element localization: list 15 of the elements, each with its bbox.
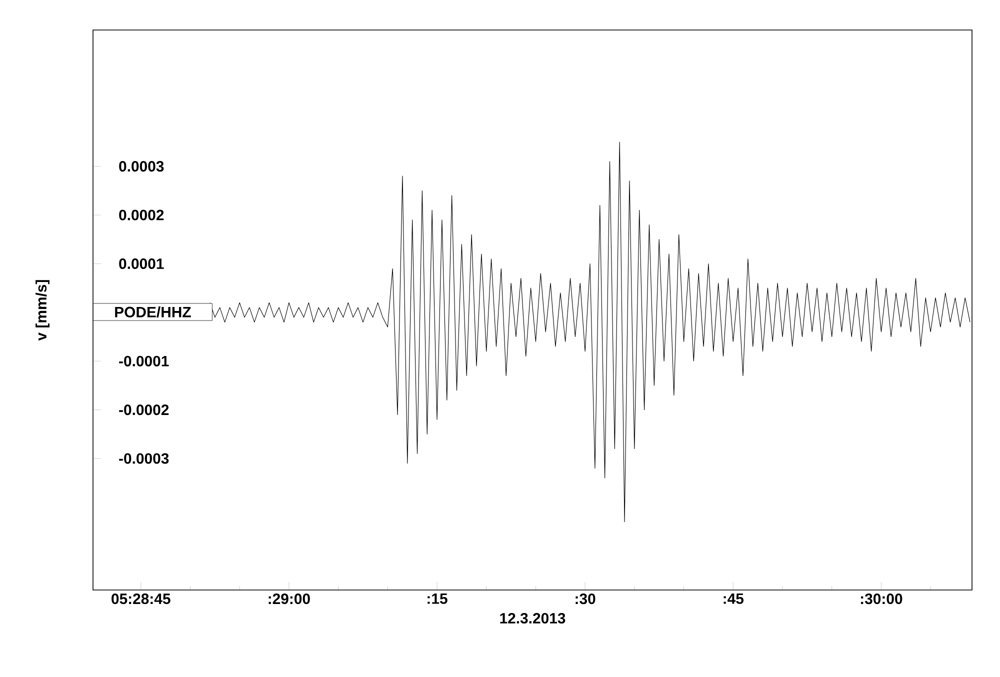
x-tick-label: :30:00 [861, 594, 902, 604]
x-tick-label: :45 [724, 594, 744, 604]
y-tick-label: 0.0001 [119, 258, 164, 270]
y-tick-label: 0.0003 [119, 161, 164, 172]
y-tick-label: -0.0002 [119, 404, 169, 416]
x-axis-title: 12.3.2013 [500, 612, 566, 624]
y-tick-label: -0.0003 [119, 453, 169, 464]
y-axis-title: v [mm/s] [36, 280, 50, 341]
y-tick-label: -0.0001 [119, 356, 169, 366]
x-tick-label: :29:00 [268, 594, 310, 604]
y-tick-label: 0.0002 [119, 210, 164, 220]
annotation: PODE/HHZ [115, 306, 191, 318]
x-tick-label: :30 [576, 594, 596, 604]
x-tick-label: 05:28:45 [112, 594, 170, 604]
x-tick-label: :15 [428, 594, 448, 604]
